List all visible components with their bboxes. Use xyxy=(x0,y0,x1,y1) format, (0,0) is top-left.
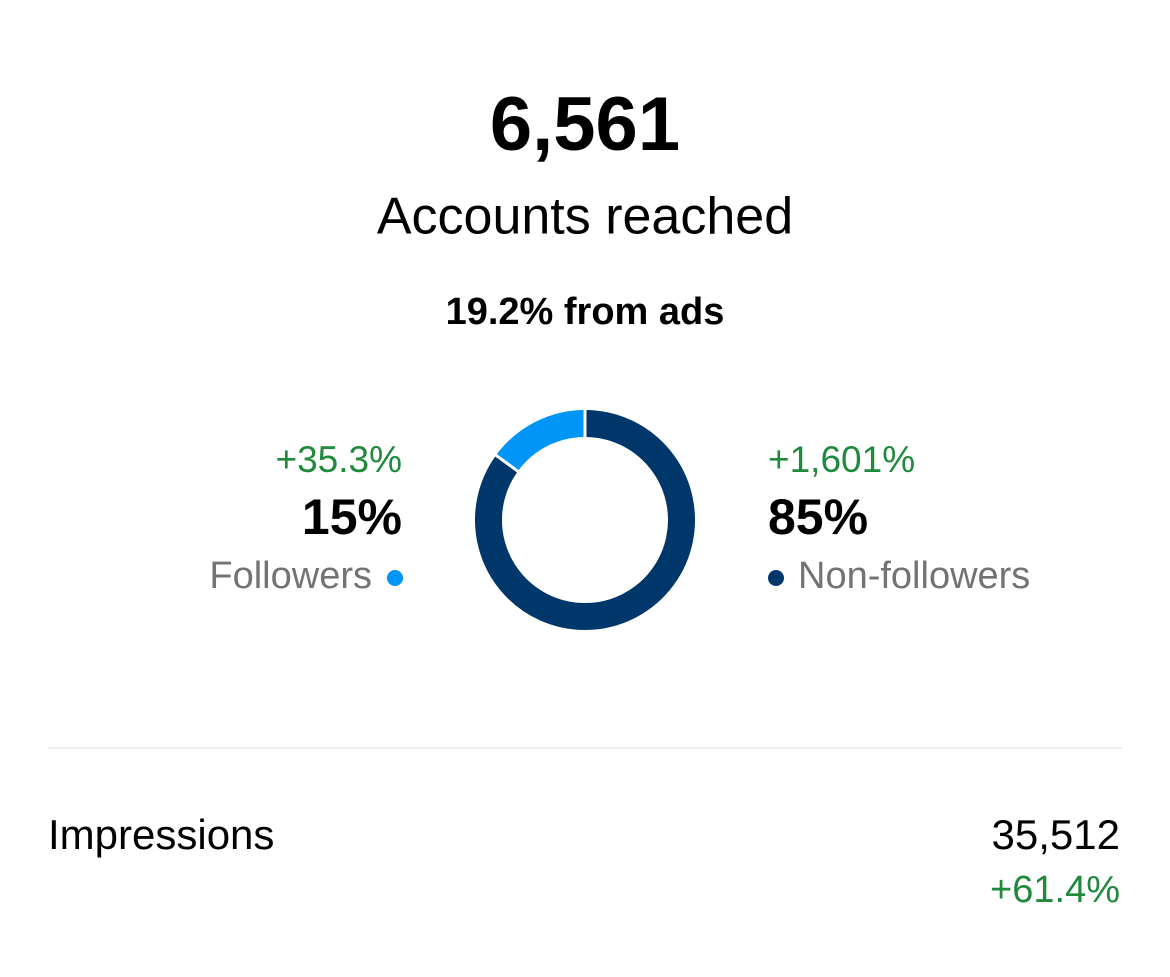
legend-label: Followers xyxy=(209,555,372,597)
followers-share: 15% xyxy=(302,489,402,545)
non-followers-change: +1,601% xyxy=(768,439,915,480)
impressions-change: +61.4% xyxy=(990,869,1120,911)
accounts-label: Accounts reached xyxy=(377,188,793,246)
donut-segment xyxy=(475,410,695,630)
donut-segment xyxy=(496,410,586,472)
ads-share: 19.2% from ads xyxy=(446,291,725,333)
legend-label: Non-followers xyxy=(798,555,1030,597)
donut-chart xyxy=(475,396,695,630)
impressions-label: Impressions xyxy=(48,811,274,858)
followers-change: +35.3% xyxy=(275,439,402,480)
legend-dot xyxy=(387,570,403,586)
legend-dot xyxy=(768,570,784,586)
non-followers-share: 85% xyxy=(768,489,868,545)
accounts-value: 6,561 xyxy=(490,82,680,167)
segment-separator xyxy=(484,446,530,481)
impressions-value: 35,512 xyxy=(992,811,1120,858)
